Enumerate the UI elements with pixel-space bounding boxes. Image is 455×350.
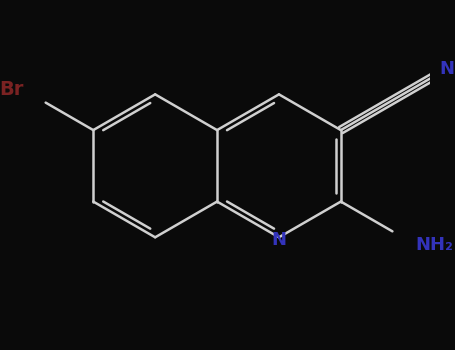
Text: NH₂: NH₂	[415, 236, 453, 254]
Text: N: N	[440, 60, 455, 78]
Text: N: N	[272, 231, 287, 249]
Text: Br: Br	[0, 80, 24, 99]
